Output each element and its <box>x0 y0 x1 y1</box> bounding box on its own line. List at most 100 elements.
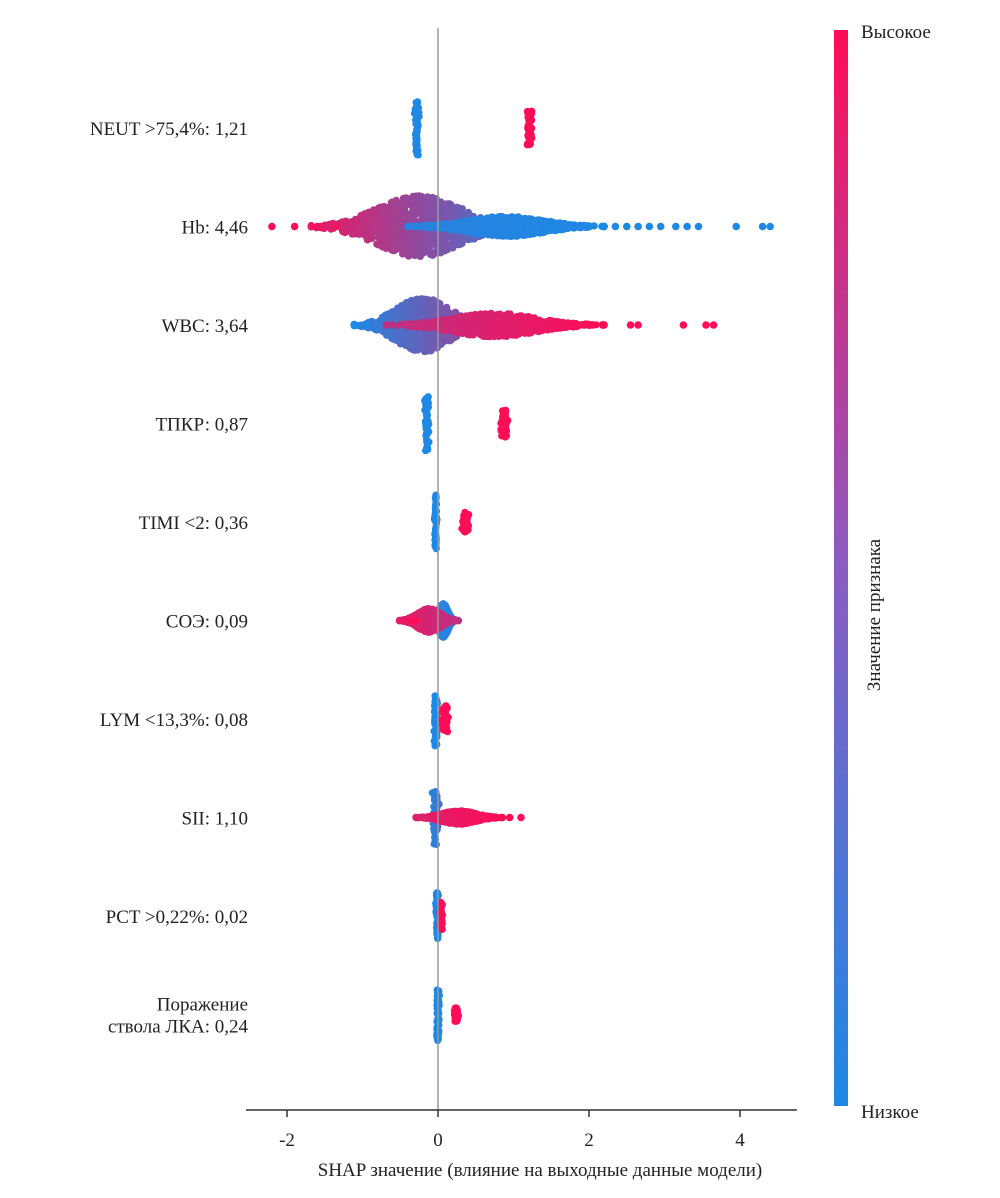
shap-point <box>432 500 441 508</box>
shap-point <box>476 322 484 330</box>
shap-point <box>532 325 540 333</box>
shap-point <box>504 323 512 331</box>
shap-point <box>355 222 363 230</box>
shap-point <box>416 305 424 313</box>
shap-point <box>290 222 299 231</box>
shap-point <box>383 321 391 329</box>
shap-point <box>444 200 452 208</box>
shap-point <box>454 207 462 215</box>
shap-point <box>362 321 371 329</box>
shap-point <box>332 222 340 231</box>
shap-point <box>572 319 580 328</box>
shap-point <box>486 322 494 330</box>
shap-point <box>547 222 556 230</box>
shap-point <box>388 245 396 253</box>
shap-point <box>451 315 459 323</box>
shap-point <box>421 406 429 414</box>
shap-point <box>559 323 567 331</box>
shap-point <box>389 218 398 226</box>
shap-point <box>404 298 412 306</box>
shap-point <box>446 241 454 250</box>
shap-point <box>645 222 654 231</box>
shap-point <box>423 412 431 421</box>
shap-point <box>423 307 431 315</box>
shap-point <box>345 226 353 234</box>
shap-point <box>268 222 276 231</box>
shap-point <box>381 205 389 213</box>
shap-point <box>506 220 514 228</box>
feature-row <box>410 98 536 159</box>
shap-point <box>546 316 554 324</box>
shap-point <box>683 222 691 231</box>
shap-point <box>694 222 703 231</box>
shap-point <box>424 223 432 232</box>
beeswarm-rows <box>268 98 774 1045</box>
shap-point <box>476 331 484 339</box>
shap-point <box>386 226 394 234</box>
shap-point <box>566 222 575 230</box>
shap-point <box>422 243 430 251</box>
shap-point <box>524 230 532 238</box>
feature-row <box>395 600 462 641</box>
shap-point <box>482 228 490 236</box>
shap-point <box>526 115 534 123</box>
shap-point <box>382 244 390 253</box>
shap-point <box>374 219 382 227</box>
shap-point <box>401 240 409 248</box>
shap-point <box>709 321 718 329</box>
shap-point <box>373 240 381 248</box>
feature-row <box>350 295 718 356</box>
shap-point <box>423 419 431 427</box>
shap-point <box>493 232 501 240</box>
shap-point <box>359 214 367 222</box>
shap-point <box>395 211 403 219</box>
shap-point <box>523 316 531 324</box>
shap-point <box>548 323 556 331</box>
shap-point <box>554 318 563 326</box>
shap-point <box>525 215 533 223</box>
shap-point <box>414 223 422 231</box>
shap-point <box>493 331 501 339</box>
shap-point <box>420 320 429 328</box>
shap-point <box>403 235 411 243</box>
feature-row <box>268 192 774 260</box>
shap-point <box>412 236 420 244</box>
shap-point <box>413 147 422 155</box>
shap-point <box>531 317 539 325</box>
shap-point <box>413 127 421 136</box>
shap-point <box>396 320 404 329</box>
shap-point <box>384 219 392 227</box>
shap-point <box>483 214 491 222</box>
shap-point <box>732 222 740 231</box>
shap-point <box>370 321 378 329</box>
feature-row <box>421 393 512 455</box>
shap-point <box>413 99 422 107</box>
shap-point <box>437 214 445 222</box>
shap-point <box>517 224 525 232</box>
shap-point <box>500 408 508 416</box>
shap-point <box>600 223 608 231</box>
shap-point <box>362 220 370 228</box>
shap-point <box>351 321 359 329</box>
shap-point <box>425 438 433 446</box>
shap-point <box>526 129 534 137</box>
shap-point <box>503 230 511 238</box>
shap-point <box>440 232 448 240</box>
shap-point <box>511 214 519 222</box>
shap-point <box>656 222 665 231</box>
shap-point <box>399 246 407 254</box>
shap-point <box>402 216 410 224</box>
shap-point <box>386 331 394 339</box>
shap-point <box>440 316 448 324</box>
shap-point <box>428 207 436 215</box>
shap-point <box>526 108 535 117</box>
shap-point <box>506 310 514 319</box>
shap-point <box>413 248 421 256</box>
shap-point <box>455 221 463 229</box>
shap-point <box>626 321 635 329</box>
shap-point <box>340 220 348 228</box>
shap-point <box>486 314 495 322</box>
shap-point <box>420 342 429 350</box>
shap-point <box>313 222 322 231</box>
